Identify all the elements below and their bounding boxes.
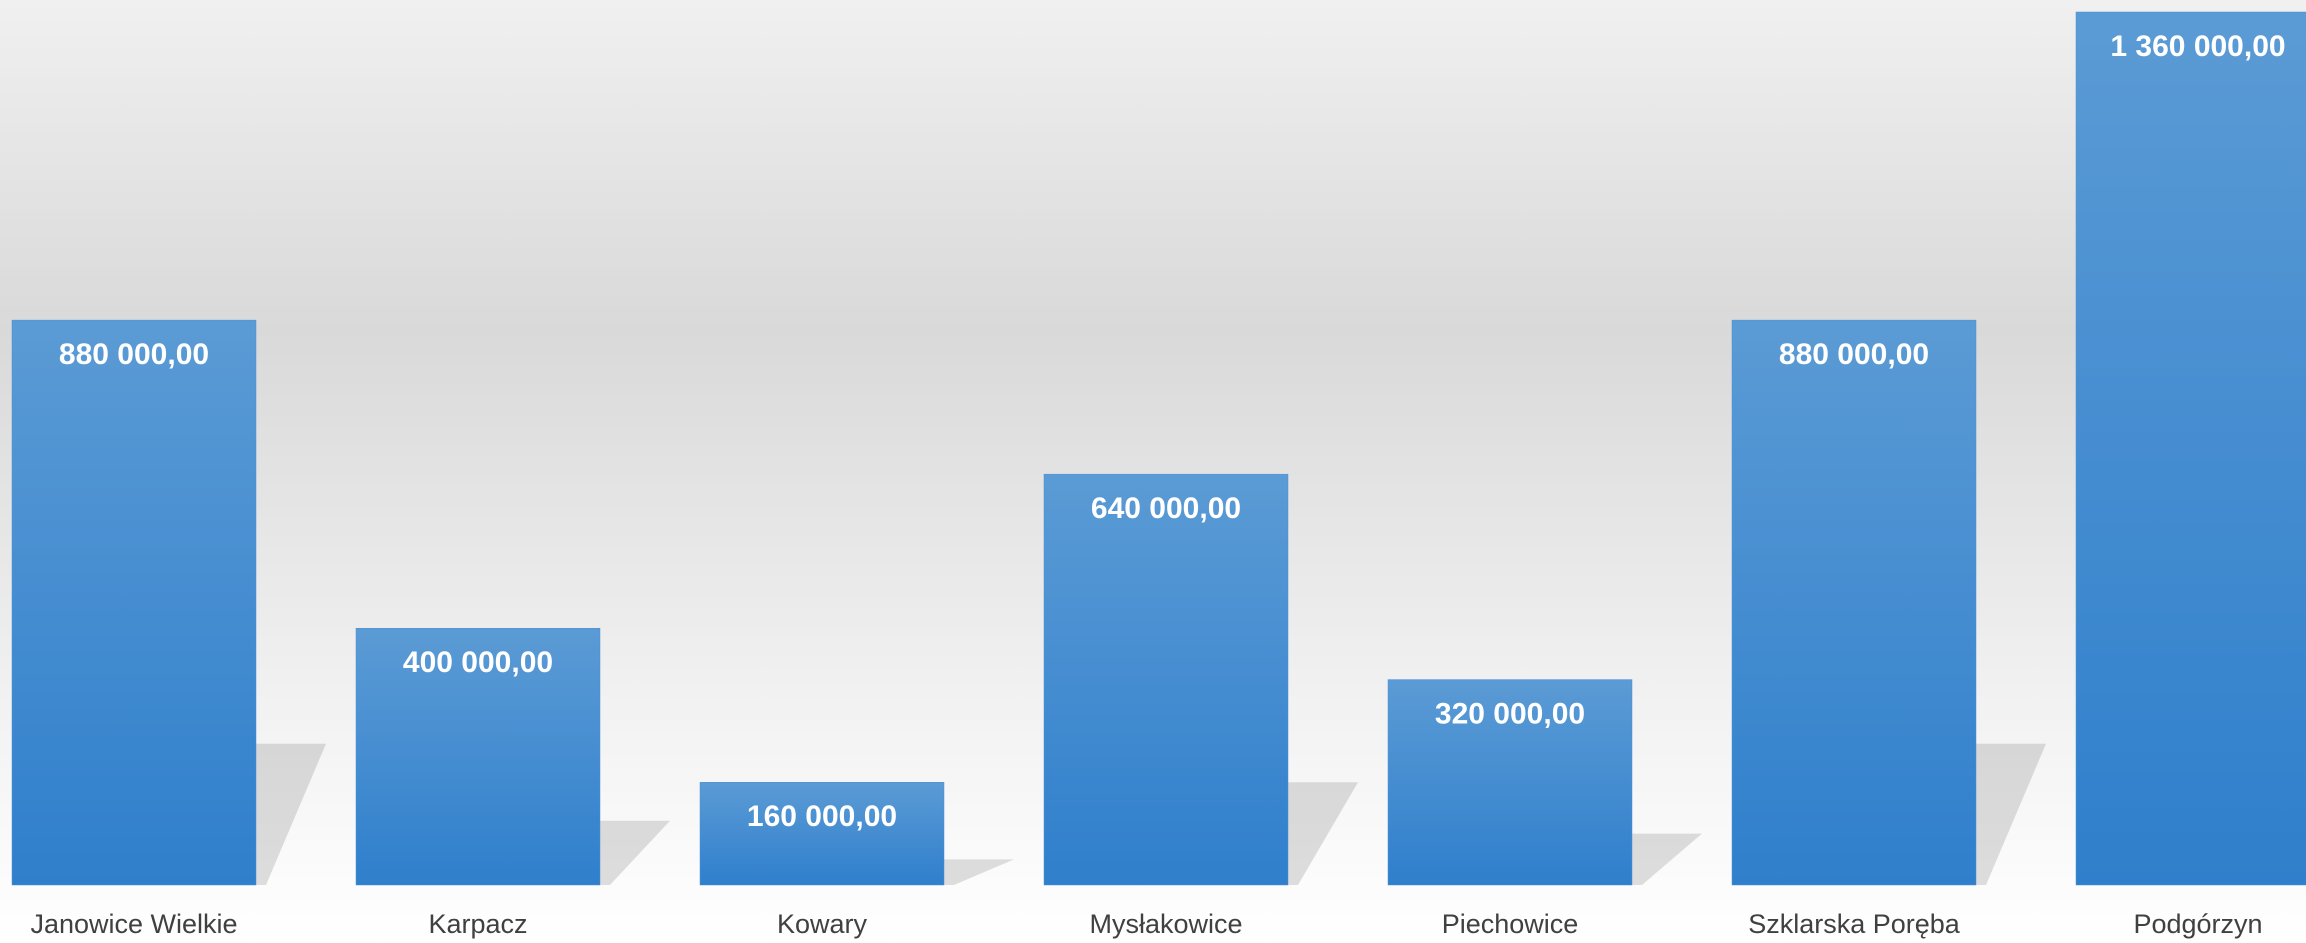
bar-shadow bbox=[1632, 833, 1702, 885]
bar-shadow bbox=[1976, 743, 2046, 885]
bar bbox=[1387, 679, 1633, 886]
bar-shadow bbox=[944, 859, 1014, 885]
data-label: 640 000,00 bbox=[1091, 492, 1241, 525]
x-tick-label: Karpacz bbox=[428, 909, 527, 939]
bar bbox=[355, 627, 601, 886]
bar bbox=[699, 782, 945, 886]
bar bbox=[1731, 319, 1977, 886]
bar-shadow bbox=[1288, 782, 1358, 885]
data-label: 320 000,00 bbox=[1435, 698, 1585, 731]
data-label: 1 360 000,00 bbox=[2110, 30, 2285, 63]
data-label: 160 000,00 bbox=[747, 800, 897, 833]
x-tick-label: Podgórzyn bbox=[2133, 909, 2262, 939]
bar bbox=[1043, 473, 1289, 886]
x-tick-label: Piechowice bbox=[1442, 909, 1579, 939]
bar bbox=[2075, 11, 2306, 886]
data-label: 880 000,00 bbox=[1779, 338, 1929, 371]
x-tick-label: Janowice Wielkie bbox=[30, 909, 237, 939]
bar bbox=[11, 319, 257, 886]
x-tick-label: Szklarska Poręba bbox=[1748, 909, 1961, 939]
x-tick-label: Mysłakowice bbox=[1089, 909, 1242, 939]
bar-shadow bbox=[600, 820, 670, 885]
data-label: 880 000,00 bbox=[59, 338, 209, 371]
data-label: 400 000,00 bbox=[403, 646, 553, 679]
x-tick-label: Kowary bbox=[777, 909, 868, 939]
bar-shadow bbox=[256, 743, 326, 885]
